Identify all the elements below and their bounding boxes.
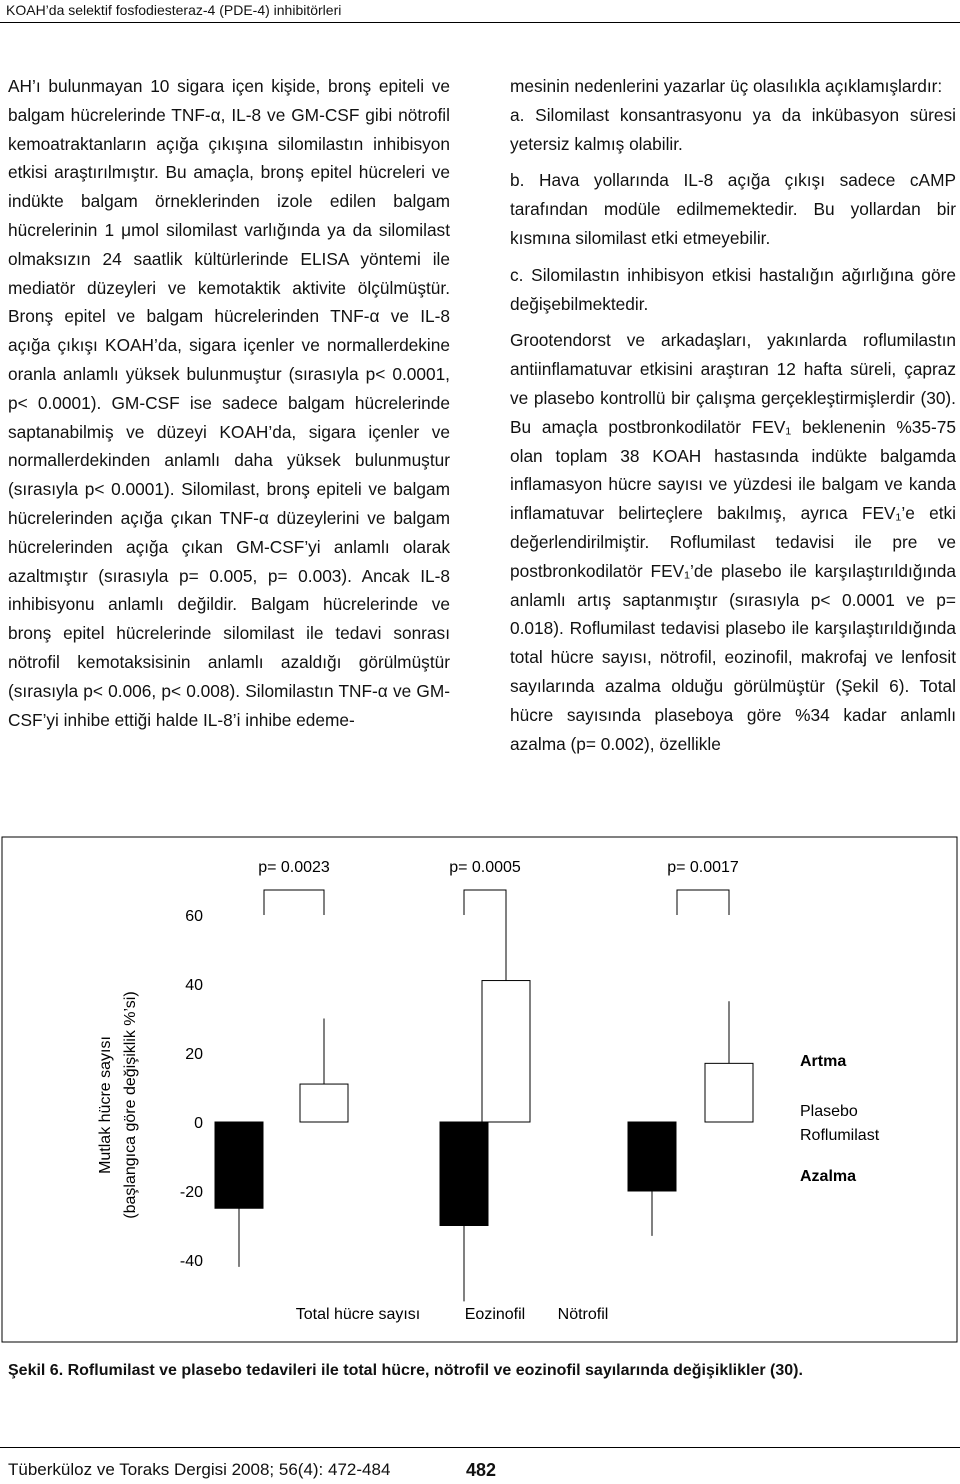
y-tick-label: 60: [185, 908, 203, 925]
legend-label: Azalma: [800, 1168, 856, 1185]
figure-frame: [1, 836, 958, 1343]
footer-journal: Tüberküloz ve Toraks Dergisi 2008; 56(4)…: [8, 1460, 391, 1479]
annotation: p= 0.0005: [449, 859, 521, 876]
paragraph: Grootendorst ve arkadaşları, yakınlarda …: [510, 330, 956, 754]
y-axis-label: (başlangıca göre değişiklik %’si): [122, 991, 139, 1218]
bar: [214, 1121, 264, 1209]
y-tick-label: -40: [180, 1253, 203, 1270]
bar: [627, 1121, 677, 1192]
y-tick-label: 40: [185, 977, 203, 994]
running-header: KOAH’da selektif fosfodiesteraz-4 (PDE-4…: [6, 2, 342, 18]
figure: -40 -20 0 20 40 60 Mutlak hücre sayısı (başlang…: [1, 836, 958, 1343]
bracket: [263, 889, 325, 915]
rule: [0, 22, 960, 23]
y-axis-label: Mutlak hücre sayısı: [97, 1036, 114, 1174]
caption: Şekil 6. Roflumilast ve plasebo tedavile…: [8, 1362, 803, 1379]
x-tick-label: Total hücre sayısı: [296, 1306, 421, 1323]
paragraph: mesinin nedenlerini yazarlar üç olasılık…: [510, 76, 943, 96]
bar: [439, 1121, 489, 1226]
list-item: c. Silomilastın inhibisyon etkisi hastal…: [510, 264, 956, 314]
page-number: 482: [466, 1460, 497, 1480]
bar: [481, 980, 531, 1123]
annotation: p= 0.0017: [667, 859, 739, 876]
y-tick-label: 0: [194, 1115, 203, 1132]
bar: [299, 1083, 349, 1123]
rule: [0, 1447, 960, 1448]
bracket: [676, 889, 730, 915]
bracket: [463, 889, 507, 915]
left-column: AH’ı bulunmayan 10 sigara içen kişide, b…: [8, 72, 450, 734]
y-tick-label: -20: [180, 1184, 203, 1201]
x-tick-label: Eozinofil: [465, 1306, 525, 1323]
list-item: b. Hava yollarında IL-8 açığa çıkışı sad…: [510, 170, 956, 248]
annotation: p= 0.0023: [258, 859, 330, 876]
list-item: a. Silomilast konsantrasyonu ya da inküb…: [510, 104, 956, 154]
legend-entry: Plasebo: [800, 1103, 858, 1120]
x-tick-label: Nötrofil: [558, 1306, 609, 1323]
right-column: mesinin nedenlerini yazarlar üç olasılık…: [510, 72, 956, 758]
y-tick-label: 20: [185, 1046, 203, 1063]
bar: [704, 1062, 754, 1123]
paragraph: AH’ı bulunmayan 10 sigara içen kişide, b…: [8, 76, 450, 730]
legend-label: Artma: [800, 1053, 846, 1070]
legend-entry: Roflumilast: [800, 1127, 880, 1144]
